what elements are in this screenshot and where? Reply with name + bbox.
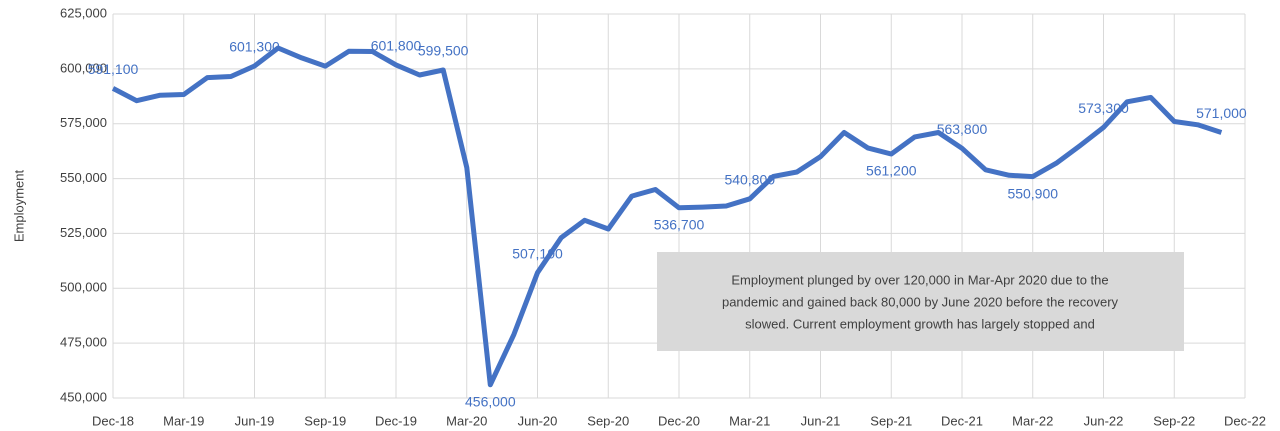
x-tick-label: Mar-20	[446, 413, 487, 428]
y-tick-label: 475,000	[60, 335, 107, 350]
x-tick-label: Mar-19	[163, 413, 204, 428]
x-tick-label: Mar-21	[729, 413, 770, 428]
x-tick-label: Dec-21	[941, 413, 983, 428]
x-tick-label: Sep-22	[1153, 413, 1195, 428]
data-label: 591,100	[88, 61, 139, 77]
x-tick-label: Dec-18	[92, 413, 134, 428]
data-label: 550,900	[1007, 185, 1058, 201]
data-label: 571,000	[1196, 105, 1247, 121]
y-tick-label: 550,000	[60, 170, 107, 185]
data-line	[111, 45, 1223, 388]
data-label: 573,300	[1078, 100, 1129, 116]
x-tick-label: Mar-22	[1012, 413, 1053, 428]
x-tick-label: Jun-22	[1084, 413, 1124, 428]
y-axis-title: Employment	[11, 169, 26, 242]
x-tick-label: Sep-21	[870, 413, 912, 428]
y-tick-label: 600,000	[60, 60, 107, 75]
x-tick-label: Dec-22	[1224, 413, 1266, 428]
annotation-text: pandemic and gained back 80,000 by June …	[722, 294, 1119, 309]
annotation-text: Employment plunged by over 120,000 in Ma…	[731, 272, 1108, 287]
y-tick-label: 450,000	[60, 389, 107, 404]
y-tick-label: 625,000	[60, 5, 107, 20]
annotation-box	[657, 252, 1184, 351]
y-tick-label: 525,000	[60, 225, 107, 240]
data-label: 507,100	[512, 245, 563, 261]
y-tick-label: 575,000	[60, 115, 107, 130]
data-label: 563,800	[937, 121, 988, 137]
x-tick-label: Jun-21	[801, 413, 841, 428]
x-tick-label: Jun-19	[235, 413, 275, 428]
data-label: 456,000	[465, 394, 516, 410]
data-label: 599,500	[418, 43, 469, 59]
data-label: 540,800	[724, 171, 775, 187]
x-tick-label: Sep-20	[587, 413, 629, 428]
x-tick-label: Jun-20	[518, 413, 558, 428]
x-tick-label: Sep-19	[304, 413, 346, 428]
data-label: 561,200	[866, 163, 917, 179]
x-tick-label: Dec-19	[375, 413, 417, 428]
annotation-text: slowed. Current employment growth has la…	[745, 316, 1095, 331]
data-label: 536,700	[654, 216, 705, 232]
y-tick-label: 500,000	[60, 280, 107, 295]
data-label: 601,800	[371, 38, 422, 54]
data-label: 601,300	[229, 39, 280, 55]
x-tick-label: Dec-20	[658, 413, 700, 428]
